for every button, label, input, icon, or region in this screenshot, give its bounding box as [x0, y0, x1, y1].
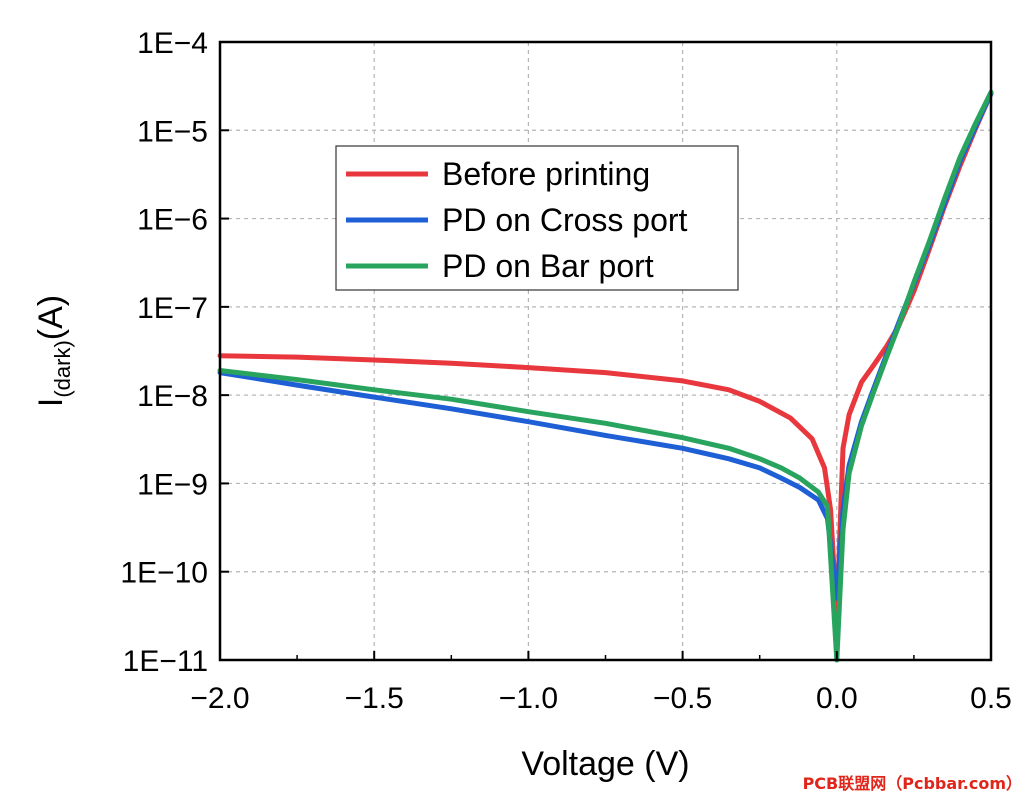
y-tick-label: 1E−9	[137, 468, 208, 501]
grid	[220, 42, 991, 660]
legend-label: Before printing	[442, 156, 650, 192]
series-line-3	[217, 89, 994, 663]
legend-label: PD on Cross port	[442, 202, 688, 238]
y-tick-label: 1E−5	[137, 115, 208, 148]
y-tick-labels: 1E−11 1E−10 1E−9 1E−8 1E−7 1E−6 1E−5 1E−4	[120, 27, 208, 678]
y-tick-label: 1E−10	[120, 557, 208, 590]
y-axis-title-main: I	[32, 398, 70, 407]
y-axis-title-unit: (A)	[32, 295, 70, 340]
x-tick-label: −2.0	[190, 682, 249, 715]
x-tick-label: −1.0	[499, 682, 558, 715]
axis-ticks	[219, 41, 992, 661]
x-axis-title: Voltage (V)	[521, 745, 689, 783]
y-tick-label: 1E−4	[137, 27, 208, 60]
plot-frame	[218, 40, 993, 662]
x-tick-labels: −2.0 −1.5 −1.0 −0.5 0.0 0.5	[190, 682, 1011, 715]
x-tick-label: 0.0	[816, 682, 858, 715]
series-group	[217, 89, 994, 663]
legend-label: PD on Bar port	[442, 248, 654, 284]
y-tick-label: 1E−11	[123, 645, 208, 678]
x-tick-label: 0.5	[970, 682, 1012, 715]
watermark-text: PCB联盟网（Pcbbar.com）	[802, 774, 1022, 793]
y-axis-title: I(dark)(A)	[32, 295, 75, 407]
y-tick-label: 1E−6	[137, 204, 208, 237]
y-axis-title-sub: (dark)	[50, 340, 75, 397]
y-tick-label: 1E−7	[137, 292, 208, 325]
y-tick-label: 1E−8	[137, 380, 208, 413]
legend: Before printing PD on Cross port PD on Bar…	[335, 145, 739, 291]
x-tick-label: −1.5	[345, 682, 404, 715]
x-tick-label: −0.5	[653, 682, 712, 715]
